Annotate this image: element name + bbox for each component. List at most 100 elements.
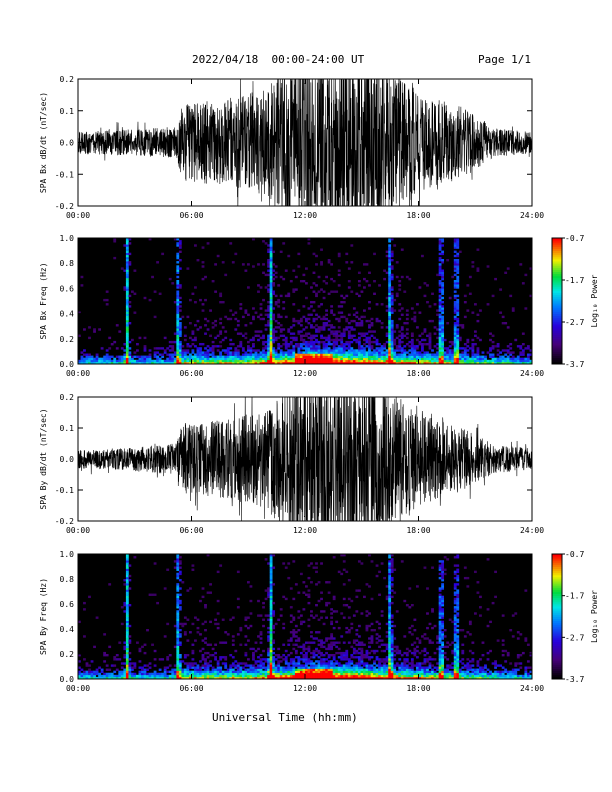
spectrogram-cell <box>219 301 223 304</box>
spectrogram-cell <box>130 674 134 678</box>
spectrogram-cell <box>302 647 306 651</box>
spectrogram-cell <box>363 338 366 342</box>
spectrogram-cell <box>252 666 255 669</box>
spectrogram-cell <box>176 614 180 617</box>
spectrogram-cell <box>436 676 439 680</box>
spectrogram-cell <box>398 340 402 344</box>
spectrogram-cell <box>438 658 442 661</box>
spectrogram-cell <box>486 351 490 354</box>
spectrogram-cell <box>284 347 288 350</box>
spectrogram-cell <box>156 261 160 264</box>
spectrogram-cell <box>183 355 187 358</box>
spectrogram-cell <box>267 639 270 642</box>
spectrogram-cell <box>168 340 172 344</box>
panel-3-axes: -0.2-0.10.00.10.200:00 06:00 12:00 18:00 24:… <box>39 393 544 535</box>
spectrogram-cell <box>476 313 480 316</box>
spectrogram-cell <box>325 668 328 671</box>
spectrogram-cell <box>279 608 283 611</box>
spectrogram-cell <box>357 641 361 644</box>
spectrogram-cell <box>514 612 518 615</box>
spectrogram-cell <box>98 361 101 365</box>
spectrogram-cell <box>395 676 399 680</box>
spectrogram-cell <box>433 658 437 661</box>
spectrogram-cell <box>347 660 351 663</box>
spectrogram-cell <box>287 355 291 358</box>
spectrogram-cell <box>125 658 129 661</box>
spectrogram-cell <box>269 267 273 270</box>
spectrogram-cell <box>476 353 480 356</box>
spectrogram-cell <box>519 633 523 636</box>
spectrogram-cell <box>292 666 296 669</box>
spectrogram-cell <box>130 676 134 680</box>
spectrogram-cell <box>363 664 366 667</box>
spectrogram-cell <box>310 610 313 613</box>
spectrogram-cell <box>441 361 445 365</box>
spectrogram-cell <box>219 361 223 365</box>
spectrogram-cell <box>516 637 520 640</box>
colorbar-step <box>552 353 562 356</box>
spectrogram-cell <box>426 301 429 304</box>
spectrogram-cell <box>365 656 369 659</box>
spectrogram-cell <box>221 361 225 365</box>
spectrogram-cell <box>125 244 129 247</box>
spectrogram-cell <box>115 654 119 657</box>
spectrogram-cell <box>390 558 394 561</box>
spectrogram-cell <box>448 664 452 667</box>
spectrogram-cell <box>347 326 351 329</box>
spectrogram-cell <box>183 357 187 361</box>
spectrogram-cell <box>405 664 409 667</box>
spectrogram-cell <box>176 340 180 344</box>
spectrogram-cell <box>264 660 268 663</box>
spectrogram-cell <box>125 298 129 302</box>
spectrogram-cell <box>199 347 202 350</box>
spectrogram-cell <box>448 357 452 361</box>
y-tick-label: 0.0 <box>60 139 75 148</box>
spectrogram-cell <box>388 616 392 619</box>
spectrogram-cell <box>317 326 321 329</box>
spectrogram-cell <box>453 317 457 321</box>
spectrogram-cell <box>456 357 460 361</box>
spectrogram-cell <box>178 670 182 674</box>
spectrogram-cell <box>312 317 316 321</box>
spectrogram-cell <box>390 326 394 329</box>
spectrogram-cell <box>385 622 389 626</box>
spectrogram-cell <box>383 662 387 665</box>
spectrogram-cell <box>282 351 286 354</box>
spectrogram-cell <box>441 307 445 310</box>
spectrogram-cell <box>259 307 263 310</box>
spectrogram-cell <box>330 668 334 671</box>
spectrogram-cell <box>141 666 144 669</box>
spectrogram-cell <box>398 357 402 361</box>
spectrogram-cell <box>267 668 270 671</box>
spectrogram-cell <box>297 347 301 350</box>
spectrogram-cell <box>219 322 223 325</box>
spectrogram-cell <box>125 618 129 621</box>
spectrogram-cell <box>262 349 265 352</box>
spectrogram-cell <box>514 338 518 342</box>
spectrogram-cell <box>246 347 250 350</box>
spectrogram-cell <box>395 292 399 295</box>
spectrogram-cell <box>456 564 460 567</box>
spectrogram-cell <box>337 674 341 678</box>
spectrogram-cell <box>385 660 389 663</box>
spectrogram-cell <box>327 343 331 346</box>
spectrogram-cell <box>181 355 185 358</box>
spectrogram-cell <box>249 664 253 667</box>
spectrogram-cell <box>403 290 407 293</box>
spectrogram-cell <box>330 633 334 636</box>
spectrogram-cell <box>315 647 318 651</box>
spectrogram-cell <box>302 340 306 344</box>
spectrogram-cell <box>413 353 417 356</box>
spectrogram-cell <box>325 347 328 350</box>
spectrogram-cell <box>269 583 273 586</box>
spectrogram-cell <box>287 639 291 642</box>
spectrogram-cell <box>294 583 298 586</box>
colorbar-step <box>552 326 562 329</box>
y-tick-label: 0.2 <box>60 393 75 402</box>
spectrogram-cell <box>88 668 91 671</box>
spectrogram-cell <box>428 361 432 365</box>
spectrogram-cell <box>451 351 455 354</box>
spectrogram-cell <box>332 610 336 613</box>
spectrogram-cell <box>244 672 248 676</box>
spectrogram-cell <box>85 359 89 363</box>
